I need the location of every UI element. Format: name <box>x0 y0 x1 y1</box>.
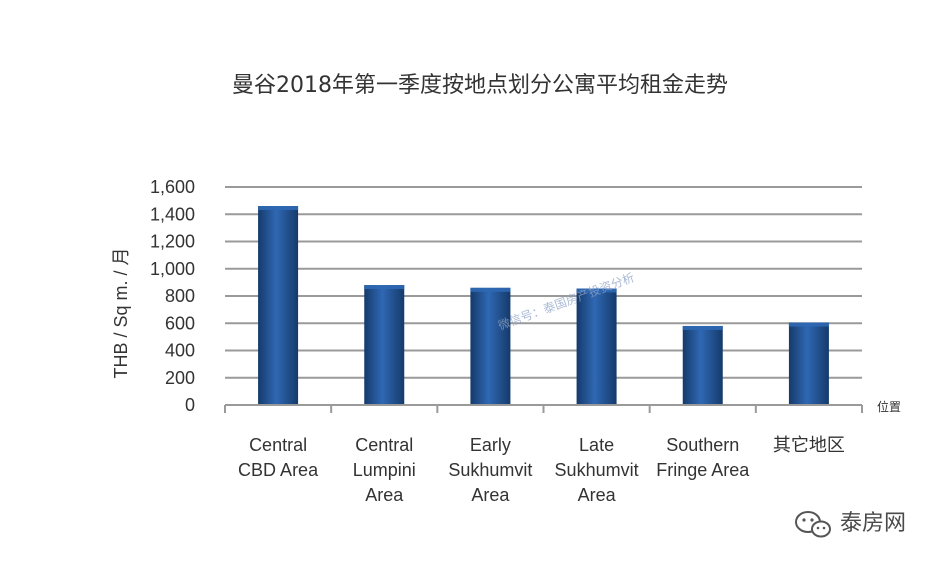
y-tick-label: 1,400 <box>150 204 195 224</box>
y-tick-label: 600 <box>165 313 195 333</box>
x-tick-label: Early Sukhumvit Area <box>448 435 532 505</box>
x-tick-label: 其它地区 <box>773 435 845 455</box>
gridlines <box>225 186 862 379</box>
bar <box>470 287 511 405</box>
y-tick-label: 1,000 <box>150 259 195 279</box>
y-tick-label: 0 <box>185 395 195 415</box>
x-tick-label: Southern Fringe Area <box>656 435 750 480</box>
bar <box>576 288 617 405</box>
brand-mark: 泰房网 <box>795 511 906 538</box>
y-tick-labels: 0 200 400 600 800 1,000 1,200 1,400 1,600 <box>150 177 195 415</box>
y-axis-label: THB / Sq m. / 月 <box>111 247 131 378</box>
x-axis <box>224 404 863 413</box>
wechat-logo-icon <box>795 511 831 538</box>
bars <box>258 206 829 405</box>
y-tick-label: 800 <box>165 286 195 306</box>
bar <box>682 325 723 405</box>
bar <box>364 285 405 405</box>
y-tick-label: 200 <box>165 368 195 388</box>
x-tick-label: Central Lumpini Area <box>353 435 416 505</box>
x-tick-label: Late Sukhumvit Area <box>555 435 639 505</box>
brand-text: 泰房网 <box>840 511 906 536</box>
bar-cap <box>576 288 617 293</box>
bar-cap <box>682 325 723 330</box>
x-tick-label: Central CBD Area <box>238 435 319 480</box>
bar <box>258 206 299 405</box>
bar <box>788 322 829 405</box>
bar-cap <box>788 322 829 327</box>
y-tick-label: 400 <box>165 341 195 361</box>
y-tick-label: 1,200 <box>150 232 195 252</box>
x-tick-labels: Central CBD Area Central Lumpini Area Early Su… <box>238 435 845 505</box>
bar-cap <box>364 285 405 290</box>
x-axis-label: 位置 <box>877 399 901 414</box>
chart-title: 曼谷2018年第一季度按地点划分公寓平均租金走势 <box>232 73 728 98</box>
bar-cap <box>258 206 299 211</box>
bar-cap <box>470 287 511 292</box>
y-tick-label: 1,600 <box>150 177 195 197</box>
